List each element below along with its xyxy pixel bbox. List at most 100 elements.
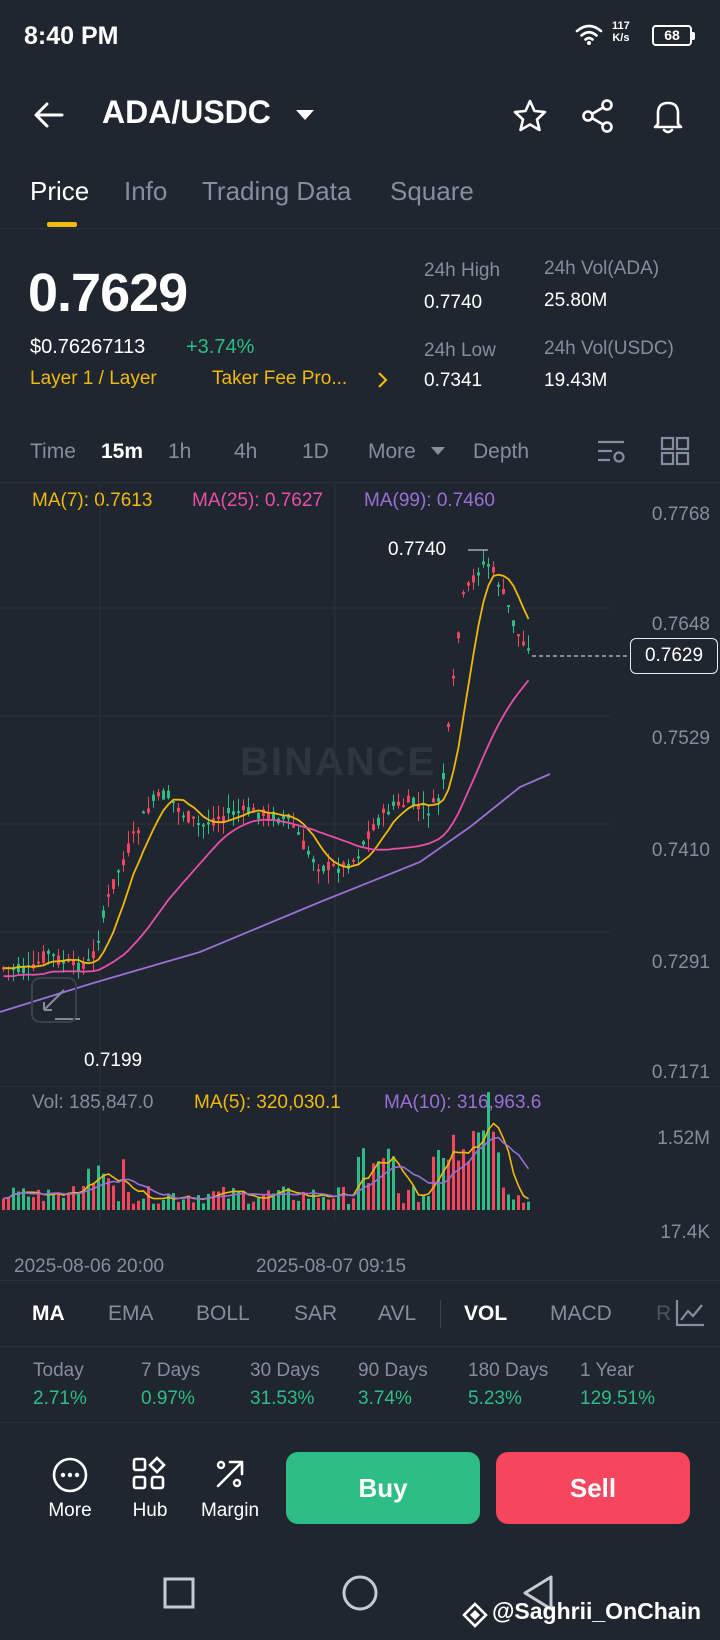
indicator-chart-icon[interactable]	[674, 1298, 706, 1328]
volume-bar	[422, 1195, 425, 1210]
high-marker-label: 0.7740	[388, 539, 447, 560]
recents-nav-icon[interactable]	[163, 1577, 195, 1609]
tf-1h[interactable]: 1h	[168, 440, 192, 463]
ma7-line	[3, 573, 530, 970]
buy-button[interactable]: Buy	[286, 1452, 480, 1524]
perf-value: 0.97%	[141, 1388, 195, 1409]
candle-body	[462, 592, 465, 595]
vol-legend: Vol: 185,847.0	[32, 1092, 154, 1113]
tf-15m[interactable]: 15m	[101, 440, 144, 463]
bell-icon[interactable]	[650, 97, 686, 135]
more-caret-icon[interactable]	[430, 446, 446, 456]
volume-bar	[292, 1199, 295, 1210]
volume-bar	[477, 1132, 480, 1210]
expand-chart-button[interactable]	[31, 977, 77, 1023]
volume-bar	[242, 1191, 245, 1210]
indicator-avl[interactable]: AVL	[378, 1302, 417, 1325]
tab-price[interactable]: Price	[30, 176, 90, 206]
volume-bar	[347, 1203, 350, 1210]
candle-body	[377, 817, 380, 826]
price-axis-label: 0.7648	[651, 614, 710, 635]
low-value: 0.7341	[424, 370, 483, 391]
more-label[interactable]: More	[48, 1500, 92, 1521]
candle-body	[187, 811, 190, 823]
star-icon[interactable]	[512, 98, 548, 134]
usd-price: $0.76267113	[30, 336, 146, 358]
margin-icon[interactable]	[212, 1456, 248, 1492]
hub-icon[interactable]	[131, 1456, 167, 1492]
candle-body	[112, 879, 115, 889]
caret-down-icon[interactable]	[294, 108, 316, 122]
home-nav-icon[interactable]	[341, 1574, 379, 1612]
tf-more[interactable]: More	[368, 440, 416, 463]
chart-settings-icon[interactable]	[596, 438, 628, 466]
date-label: 2025-08-07 09:15	[256, 1256, 407, 1277]
hub-label[interactable]: Hub	[132, 1500, 168, 1521]
volume-bar	[257, 1198, 260, 1210]
volume-bar	[247, 1203, 250, 1210]
more-icon[interactable]	[51, 1456, 89, 1494]
volume-bar	[342, 1186, 345, 1210]
volume-bar	[112, 1185, 115, 1210]
price-change: +3.74%	[186, 336, 255, 358]
candle-body	[172, 801, 175, 804]
candlestick-chart[interactable]	[0, 482, 720, 1242]
tf-4h[interactable]: 4h	[234, 440, 258, 463]
indicator-sar[interactable]: SAR	[294, 1302, 338, 1325]
volume-bar	[212, 1191, 215, 1210]
volume-bar	[387, 1148, 390, 1210]
perf-value: 3.74%	[358, 1388, 412, 1409]
candle-body	[147, 808, 150, 813]
volume-bar	[492, 1131, 495, 1210]
volume-bar	[252, 1201, 255, 1210]
ma25-legend: MA(25): 0.7627	[192, 490, 323, 511]
perf-value: 5.23%	[468, 1388, 522, 1409]
volume-bar	[62, 1197, 65, 1210]
tf-time[interactable]: Time	[30, 440, 76, 463]
candle-body	[202, 824, 205, 827]
layout-grid-icon[interactable]	[660, 436, 690, 466]
indicator-macd[interactable]: MACD	[550, 1302, 612, 1325]
volume-bar	[272, 1193, 275, 1210]
tf-depth[interactable]: Depth	[473, 440, 530, 463]
candle-body	[272, 811, 275, 821]
volume-bar	[462, 1149, 465, 1210]
price-axis-label: 0.7410	[651, 840, 710, 861]
tab-info[interactable]: Info	[124, 176, 168, 206]
candle-body	[362, 841, 365, 845]
tab-square[interactable]: Square	[390, 176, 474, 206]
taker-fee-tag[interactable]: Taker Fee Pro...	[212, 368, 348, 389]
indicator-ma[interactable]: MA	[32, 1302, 65, 1325]
volume-bar	[307, 1198, 310, 1210]
indicator-vol[interactable]: VOL	[464, 1302, 508, 1325]
indicator-boll[interactable]: BOLL	[196, 1302, 250, 1325]
margin-label[interactable]: Margin	[200, 1500, 260, 1521]
volume-bar	[132, 1203, 135, 1210]
back-nav-icon[interactable]	[521, 1574, 555, 1612]
back-arrow-icon[interactable]	[32, 98, 66, 132]
volume-bar	[42, 1200, 45, 1210]
indicator-ema[interactable]: EMA	[108, 1302, 154, 1325]
share-icon[interactable]	[580, 98, 616, 134]
volume-bar	[192, 1202, 195, 1210]
status-bar: 8:40 PM 117 K/s 68	[0, 0, 720, 72]
pair-title[interactable]: ADA/USDC	[102, 94, 271, 130]
candle-body	[457, 632, 460, 639]
vol-ma5-line	[3, 1122, 529, 1201]
tabs-divider	[0, 228, 720, 229]
perf-label: 7 Days	[141, 1360, 201, 1381]
candle-body	[152, 794, 155, 801]
volume-bar	[137, 1200, 140, 1210]
tf-1d[interactable]: 1D	[302, 440, 329, 463]
candle-body	[37, 961, 40, 964]
candle-body	[227, 808, 230, 814]
candle-body	[327, 861, 330, 871]
candle-body	[127, 843, 130, 853]
sell-button[interactable]: Sell	[496, 1452, 690, 1524]
candle-body	[437, 798, 440, 802]
chevron-right-icon[interactable]	[376, 371, 388, 389]
category-tag[interactable]: Layer 1 / Layer	[30, 368, 157, 389]
tab-trading-data[interactable]: Trading Data	[202, 176, 352, 206]
candle-body	[467, 582, 470, 586]
indicator-rsi[interactable]: R	[656, 1302, 672, 1325]
